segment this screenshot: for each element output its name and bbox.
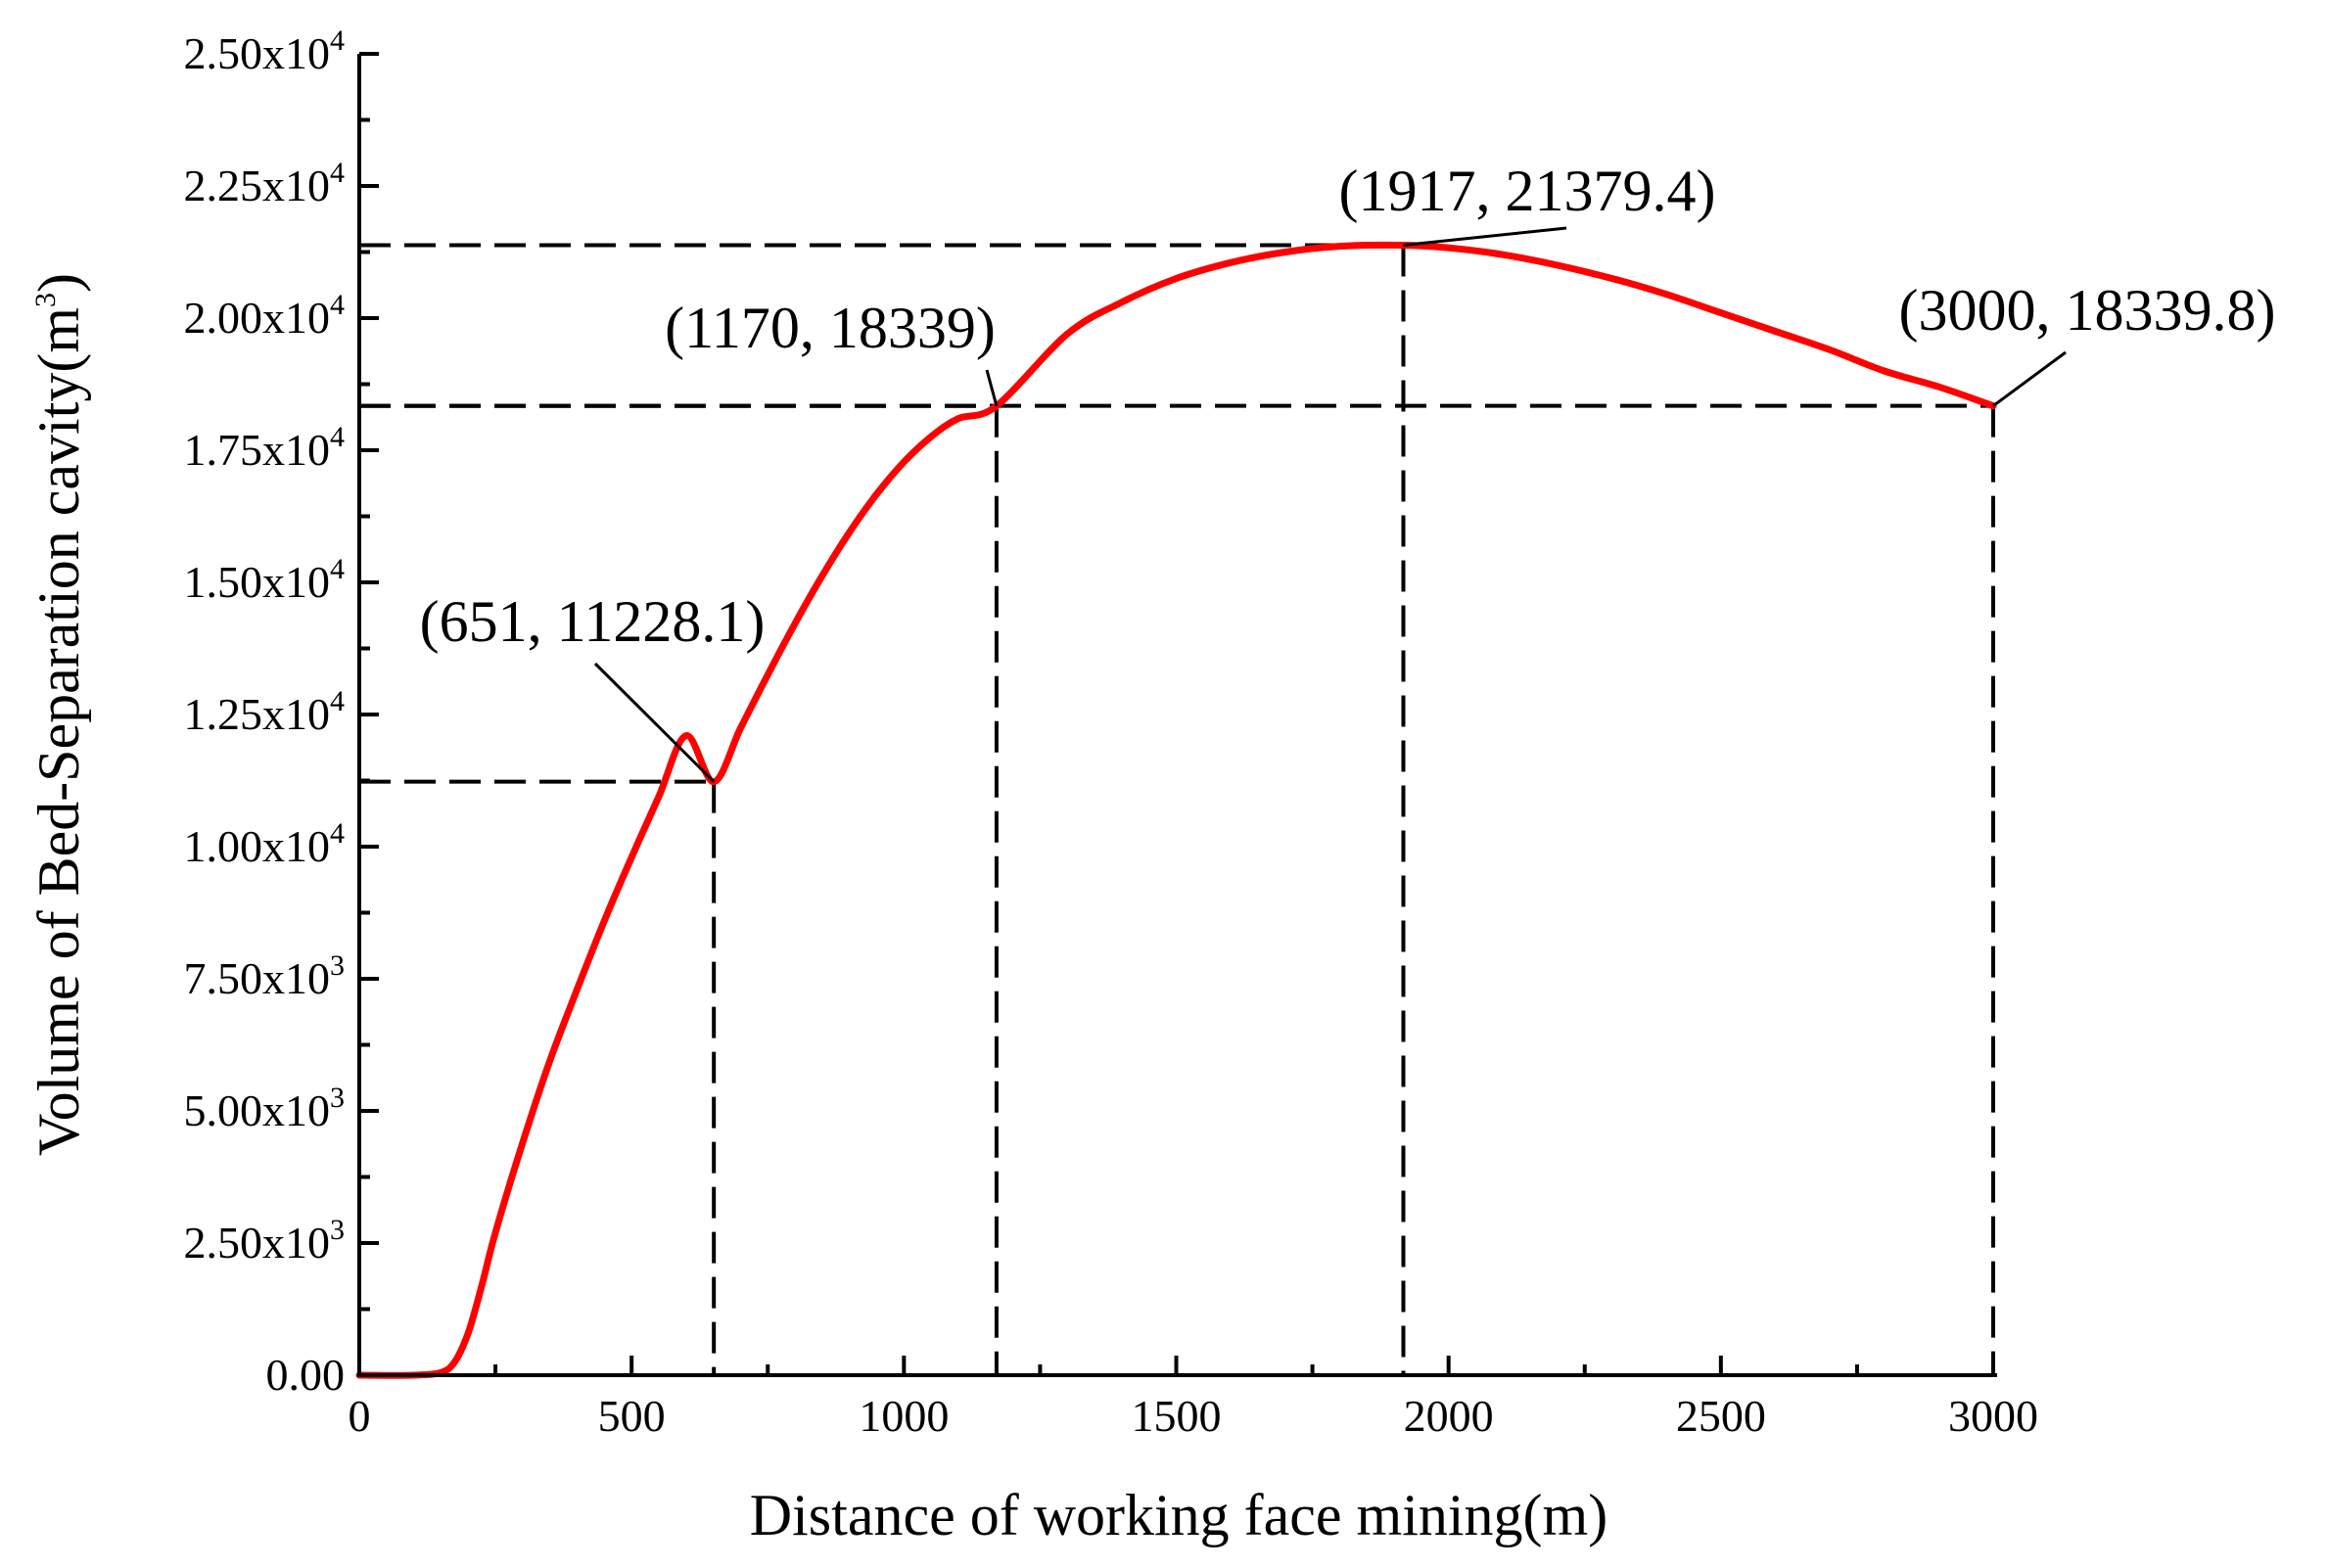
annotation-label: (651, 11228.1)	[420, 589, 766, 654]
y-tick-label-base: 1.50x10	[184, 557, 331, 607]
annotation-label: (1170, 18339)	[665, 296, 996, 360]
x-tick-label: 0	[349, 1391, 371, 1441]
y-axis-title-close: )	[26, 273, 91, 293]
y-tick-label: 2.50x103	[184, 1214, 346, 1268]
y-tick-label-exponent: 3	[330, 1082, 345, 1114]
y-tick-label: 2.50x104	[184, 24, 346, 78]
series-line	[355, 241, 1997, 1379]
annotations: (651, 11228.1) (1170, 18339) (1917, 21379.…	[420, 159, 2276, 783]
x-tick-label: 2000	[1404, 1391, 1494, 1441]
x-tick-label: 3000	[1948, 1391, 2038, 1441]
y-tick-label-exponent: 4	[330, 421, 345, 453]
y-tick-label: 1.00x104	[184, 817, 346, 871]
annotation-leader-line	[1403, 226, 1567, 248]
y-tick-label-exponent: 4	[330, 817, 345, 850]
annotation-leader-line	[1992, 350, 2067, 407]
y-axis-title-main: Volume of Bed-Separation cavity(m	[26, 307, 91, 1156]
y-tick-label-base: 5.00x10	[184, 1085, 331, 1135]
data-series	[355, 241, 1997, 1379]
y-tick-label-base: 2.25x10	[184, 161, 331, 210]
y-tick-label-base: 2.00x10	[184, 293, 331, 343]
y-tick-label-exponent: 3	[330, 949, 345, 982]
y-tick-label: 1.25x104	[184, 685, 346, 739]
y-tick-label: 1.75x104	[184, 421, 346, 475]
x-tick-label: 2500	[1676, 1391, 1766, 1441]
x-axis-ticks: 0 500 1000 1500 2000 2500 3000	[349, 1356, 2038, 1441]
x-tick-label: 1500	[1132, 1391, 1222, 1441]
y-tick-label-exponent: 3	[330, 1214, 345, 1246]
annotation-leader-line	[985, 369, 999, 407]
y-tick-label: 2.25x104	[184, 157, 346, 210]
x-axis-title: Distance of working face mining(m)	[750, 1483, 1607, 1547]
x-tick-label: 1000	[859, 1391, 949, 1441]
reference-lines	[359, 243, 1995, 1375]
y-tick-label-base: 1.25x10	[184, 689, 331, 739]
annotation-label: (3000, 18339.8)	[1899, 278, 2276, 343]
annotation-leader-line	[593, 662, 716, 783]
y-axis-title: Volume of Bed-Separation cavity(m3)	[26, 273, 91, 1156]
y-tick-label-exponent: 4	[330, 289, 345, 321]
annotation-label: (1917, 21379.4)	[1339, 159, 1716, 223]
y-tick-label-base: 1.00x10	[184, 821, 331, 871]
y-tick-label: 5.00x103	[184, 1082, 346, 1135]
y-tick-label-exponent: 4	[330, 24, 345, 57]
y-tick-label-exponent: 4	[330, 685, 345, 717]
y-tick-label: 1.50x104	[184, 553, 346, 607]
y-axis-title-superscript: 3	[29, 293, 62, 307]
y-tick-label: 0.00	[266, 1350, 346, 1400]
y-axis-ticks: 0.002.50x1035.00x1037.50x1031.00x1041.25…	[184, 24, 379, 1400]
y-tick-label: 7.50x103	[184, 949, 346, 1003]
y-tick-label-base: 1.75x10	[184, 425, 331, 475]
y-tick-label-base: 2.50x10	[184, 1218, 331, 1268]
y-tick-label-base: 0.00	[266, 1350, 346, 1400]
axes	[357, 54, 1997, 1377]
y-tick-label-base: 7.50x10	[184, 953, 331, 1003]
y-tick-label-exponent: 4	[330, 553, 345, 585]
y-tick-label-exponent: 4	[330, 157, 345, 189]
x-tick-label: 500	[598, 1391, 666, 1441]
y-tick-label-base: 2.50x10	[184, 28, 331, 78]
y-tick-label: 2.00x104	[184, 289, 346, 343]
